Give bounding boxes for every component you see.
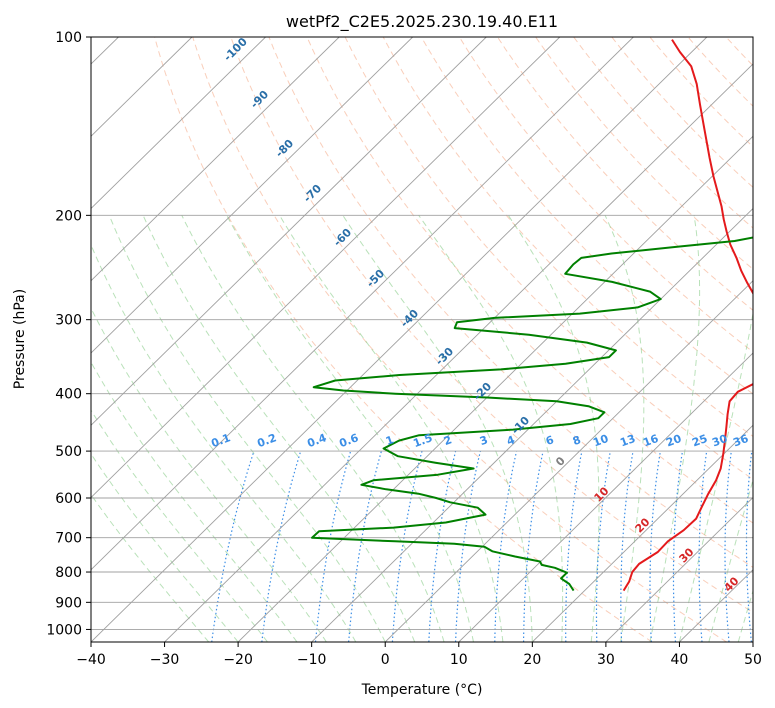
mixing-ratio-label: 2 [442,433,454,448]
y-tick-label: 600 [55,491,82,507]
moist-adiabat [91,493,210,642]
mixing-ratio-label: 4 [505,433,517,448]
background-lines [91,37,775,642]
pressure-gridlines [91,37,753,630]
profile-series [311,39,753,592]
mixing-ratio-label: 0.4 [305,431,328,450]
moist-adiabat [91,307,327,642]
y-axis-label: Pressure (hPa) [12,289,28,389]
mixing-ratio-line [391,450,423,642]
y-tick-label: 200 [55,208,82,224]
isotherm-line [605,496,753,642]
x-tick-label: −20 [223,652,253,668]
y-tick-label: 400 [55,387,82,403]
isotherm-line [458,352,753,642]
isotherm-line [91,37,634,571]
moist-adiabat [507,215,600,642]
moist-adiabat [142,215,416,642]
moist-adiabat [418,215,564,642]
mixing-ratio-label: 25 [690,432,709,449]
dry-adiabat [154,37,653,642]
mixing-ratio-label: 6 [544,433,556,448]
dry-adiabat [230,37,753,614]
x-tick-label: 20 [523,652,541,668]
x-tick-label: −30 [150,652,180,668]
mixing-ratio-label: 36 [731,432,750,450]
y-tick-label: 300 [55,313,82,329]
dry-adiabat [764,37,775,642]
x-tick-label: −40 [76,652,106,668]
isotherm-line [164,63,753,642]
isotherm-line [531,424,753,642]
x-tick-label: 10 [450,652,468,668]
isotherm-line [91,37,340,282]
isotherm-line [91,37,487,426]
isotherm-line [91,37,266,210]
y-tick-label: 700 [55,531,82,547]
mixing-ratio-label: 0.6 [337,431,360,450]
mixing-ratio-label: 16 [641,432,660,450]
mixing-ratio-label: 30 [710,432,729,450]
dry-adiabat [382,37,753,438]
mixing-ratio-line [565,450,583,642]
dewpoint-line [311,236,753,592]
dry-adiabat [268,37,753,568]
mixing-ratio-line [348,450,382,642]
mixing-ratio-label: 1.5 [411,431,434,450]
isotherm-line [384,280,753,642]
x-tick-label: 50 [744,652,762,668]
y-tick-label: 800 [55,565,82,581]
plot-background [91,37,753,642]
mixing-ratio-line [768,451,774,642]
axes: −40 −30 −20 −10 0 10 20 30 40 5010020030040050060… [46,30,762,668]
mixing-ratio-line [494,450,518,642]
isotherm-line [752,641,753,642]
moist-adiabat [91,361,298,642]
moist-adiabat [91,453,239,642]
moist-adiabat [108,215,386,642]
mixing-ratio-label: 20 [664,432,683,450]
isotherm-line [237,135,753,642]
x-tick-label: 40 [671,652,689,668]
y-tick-label: 1000 [46,622,82,638]
dry-adiabat [306,37,753,524]
y-tick-label: 500 [55,444,82,460]
moist-adiabat [604,215,645,642]
moist-adiabat [181,215,445,642]
mixing-ratio-line [455,450,481,642]
temperature-line [622,39,753,592]
moist-adiabat [91,409,268,642]
isotherm-line [91,37,561,499]
y-tick-label: 100 [55,30,82,46]
dry-adiabat [420,37,753,395]
y-tick-label: 900 [55,595,82,611]
x-tick-label: −10 [297,652,327,668]
mixing-ratio-label: 13 [618,432,637,449]
mixing-ratio-label: 8 [571,433,583,448]
mixing-ratio-line [428,450,457,642]
mixing-ratio-label: 0.1 [209,431,232,450]
x-axis-label: Temperature (°C) [361,682,483,698]
mixing-ratio-label: 1 [384,433,396,448]
mixing-ratio-label: 0.2 [255,431,278,450]
isotherm-line [91,37,414,354]
moist-adiabat [279,215,504,642]
moist-adiabat [649,215,701,642]
dry-adiabat [192,37,727,642]
x-tick-label: 0 [381,652,390,668]
chart-title: wetPf2_C2E5.2025.230.19.40.E11 [286,12,558,32]
mixing-ratio-label: 3 [478,433,490,448]
moist-adiabat [342,215,533,642]
x-tick-label: 30 [597,652,615,668]
mixing-ratio-label: 10 [591,432,610,450]
moist-adiabat [226,215,474,642]
moist-adiabat [91,243,357,642]
isotherm-line [91,37,708,642]
plot-frame [90,36,754,643]
dry-adiabat [344,37,753,481]
